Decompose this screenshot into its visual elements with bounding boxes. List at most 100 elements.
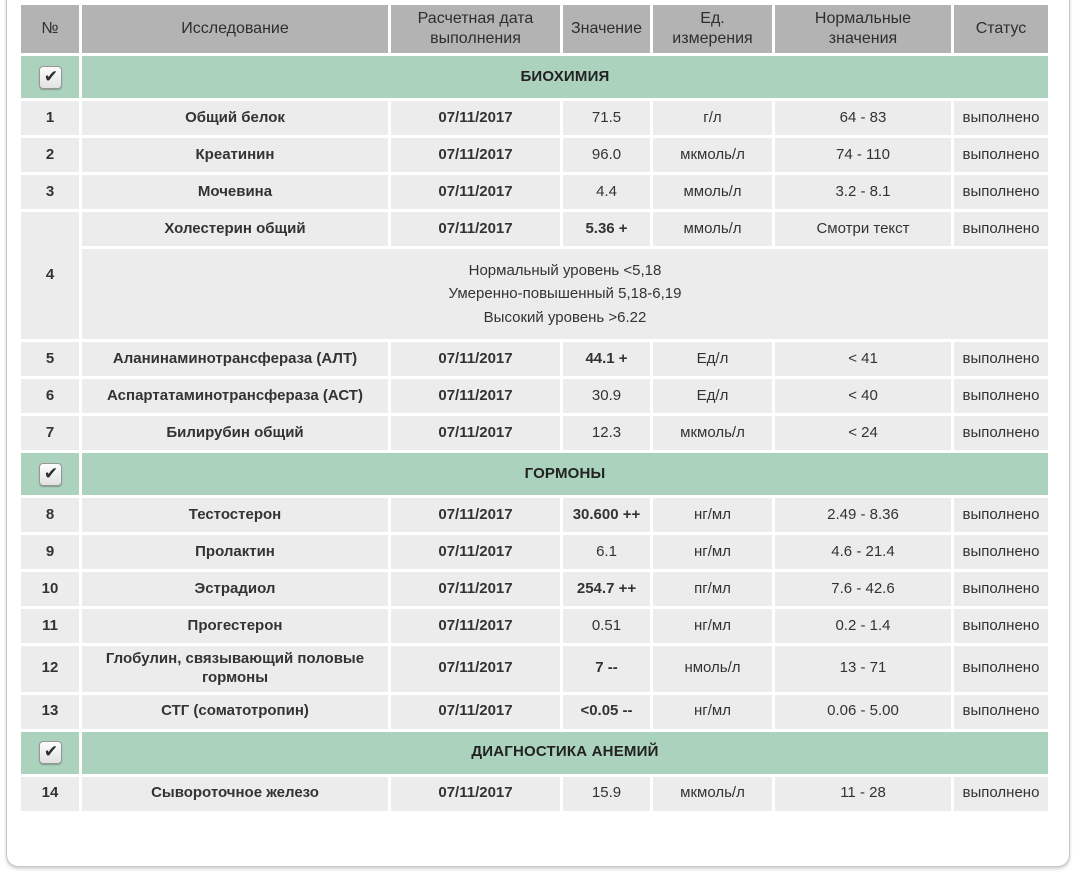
date-cell: 07/11/2017: [391, 101, 560, 135]
row-number-cell: 14: [21, 776, 79, 811]
date-cell: 07/11/2017: [391, 212, 560, 246]
value-cell: 96.0: [563, 138, 650, 172]
status-cell: выполнено: [954, 609, 1048, 643]
table-row: 14 Сывороточное железо 07/11/2017 15.9 мкмол…: [21, 776, 1048, 811]
section-checkbox[interactable]: ✔: [38, 462, 62, 486]
test-name-cell: Сывороточное железо: [82, 776, 388, 811]
value-cell: 71.5: [563, 101, 650, 135]
checkmark-icon: ✔: [43, 463, 59, 483]
normal-range-cell: 0.2 - 1.4: [775, 609, 951, 643]
row-number-cell: 11: [21, 609, 79, 643]
section-checkbox-cell: ✔: [21, 453, 79, 495]
lab-results-table: № Исследование Расчетная дата выполнения…: [18, 2, 1051, 814]
status-cell: выполнено: [954, 212, 1048, 246]
col-header-date: Расчетная дата выполнения: [391, 5, 560, 53]
date-cell: 07/11/2017: [391, 609, 560, 643]
normal-range-cell: 74 - 110: [775, 138, 951, 172]
table-row: 7 Билирубин общий 07/11/2017 12.3 мкмоль/л < …: [21, 416, 1048, 450]
normal-range-cell: 3.2 - 8.1: [775, 175, 951, 209]
section-title: БИОХИМИЯ: [82, 56, 1048, 98]
date-cell: 07/11/2017: [391, 646, 560, 692]
value-cell: 30.600 ++: [563, 498, 650, 532]
unit-cell: нмоль/л: [653, 646, 772, 692]
date-cell: 07/11/2017: [391, 379, 560, 413]
unit-cell: ммоль/л: [653, 175, 772, 209]
col-header-normal-range: Нормальные значения: [775, 5, 951, 53]
row-number-cell: 8: [21, 498, 79, 532]
date-cell: 07/11/2017: [391, 694, 560, 729]
status-cell: выполнено: [954, 342, 1048, 376]
unit-cell: мкмоль/л: [653, 138, 772, 172]
test-name-cell: СТГ (соматотропин): [82, 694, 388, 729]
status-cell: выполнено: [954, 175, 1048, 209]
normal-range-cell: < 41: [775, 342, 951, 376]
status-cell: выполнено: [954, 572, 1048, 606]
checkmark-icon: ✔: [43, 66, 59, 86]
section-row: ✔ ДИАГНОСТИКА АНЕМИЙ: [21, 731, 1048, 774]
note-line: Высокий уровень >6.22: [483, 308, 647, 326]
section-checkbox[interactable]: ✔: [38, 741, 62, 764]
unit-cell: нг/мл: [653, 535, 772, 569]
unit-cell: нг/мл: [653, 498, 772, 532]
table-row: 10 Эстрадиол 07/11/2017 254.7 ++ пг/мл 7.6 - …: [21, 572, 1048, 606]
date-cell: 07/11/2017: [391, 776, 560, 811]
value-cell: 12.3: [563, 416, 650, 450]
col-header-number: №: [21, 5, 79, 53]
status-cell: выполнено: [954, 646, 1048, 692]
value-cell: 0.51: [563, 609, 650, 643]
test-name-cell: Холестерин общий: [82, 212, 388, 246]
test-name-cell: Мочевина: [82, 175, 388, 209]
status-cell: выполнено: [954, 416, 1048, 450]
value-cell: 15.9: [563, 776, 650, 811]
row-number-cell: 10: [21, 572, 79, 606]
status-cell: выполнено: [954, 535, 1048, 569]
row-number-cell: 7: [21, 416, 79, 450]
section-title: ГОРМОНЫ: [82, 453, 1048, 495]
table-header-row: № Исследование Расчетная дата выполнения…: [21, 5, 1048, 53]
section-checkbox[interactable]: ✔: [38, 65, 62, 89]
test-name-cell: Аспартатаминотрансфераза (АСТ): [82, 379, 388, 413]
value-cell: <0.05 --: [563, 694, 650, 729]
normal-range-cell: 4.6 - 21.4: [775, 535, 951, 569]
table-row: 12 Глобулин, связывающий половые гормоны 0…: [21, 646, 1048, 692]
col-header-unit: Ед. измерения: [653, 5, 772, 53]
results-card: № Исследование Расчетная дата выполнения…: [6, 0, 1070, 867]
section-checkbox-cell: ✔: [21, 731, 79, 774]
test-name-cell: Пролактин: [82, 535, 388, 569]
checkmark-icon: ✔: [43, 742, 59, 761]
row-number-cell: 2: [21, 138, 79, 172]
note-line: Умеренно-повышенный 5,18-6,19: [448, 285, 682, 303]
col-header-status: Статус: [954, 5, 1048, 53]
normal-range-cell: < 24: [775, 416, 951, 450]
value-cell: 7 --: [563, 646, 650, 692]
table-row: 2 Креатинин 07/11/2017 96.0 мкмоль/л 74 - 110…: [21, 138, 1048, 172]
normal-range-cell: 2.49 - 8.36: [775, 498, 951, 532]
unit-cell: ммоль/л: [653, 212, 772, 246]
table-row: 8 Тестостерон 07/11/2017 30.600 ++ нг/мл 2.49…: [21, 498, 1048, 532]
value-cell: 254.7 ++: [563, 572, 650, 606]
note-line: Нормальный уровень <5,18: [468, 262, 662, 280]
test-name-cell: Креатинин: [82, 138, 388, 172]
row-number-cell: 4: [21, 212, 79, 339]
section-checkbox-cell: ✔: [21, 56, 79, 98]
normal-range-cell: 11 - 28: [775, 776, 951, 811]
row-number-cell: 9: [21, 535, 79, 569]
date-cell: 07/11/2017: [391, 535, 560, 569]
table-row: 6 Аспартатаминотрансфераза (АСТ) 07/11/201…: [21, 379, 1048, 413]
row-number-cell: 1: [21, 101, 79, 135]
table-row: 1 Общий белок 07/11/2017 71.5 г/л 64 - 83 выпо…: [21, 101, 1048, 135]
row-number-cell: 3: [21, 175, 79, 209]
table-row: 4 Холестерин общий 07/11/2017 5.36 + ммоль/л…: [21, 212, 1048, 339]
unit-cell: г/л: [653, 101, 772, 135]
row-number-cell: 5: [21, 342, 79, 376]
table-row: 13 СТГ (соматотропин) 07/11/2017 <0.05 -- нг…: [21, 694, 1048, 729]
date-cell: 07/11/2017: [391, 416, 560, 450]
table-row: 5 Аланинаминотрансфераза (АЛТ) 07/11/2017 4…: [21, 342, 1048, 376]
note-cell: Нормальный уровень <5,18 Умеренно-повышен…: [82, 249, 1048, 339]
row-number-cell: 13: [21, 694, 79, 729]
value-cell: 6.1: [563, 535, 650, 569]
unit-cell: Ед/л: [653, 342, 772, 376]
normal-range-cell: 7.6 - 42.6: [775, 572, 951, 606]
status-cell: выполнено: [954, 379, 1048, 413]
row-number-cell: 6: [21, 379, 79, 413]
